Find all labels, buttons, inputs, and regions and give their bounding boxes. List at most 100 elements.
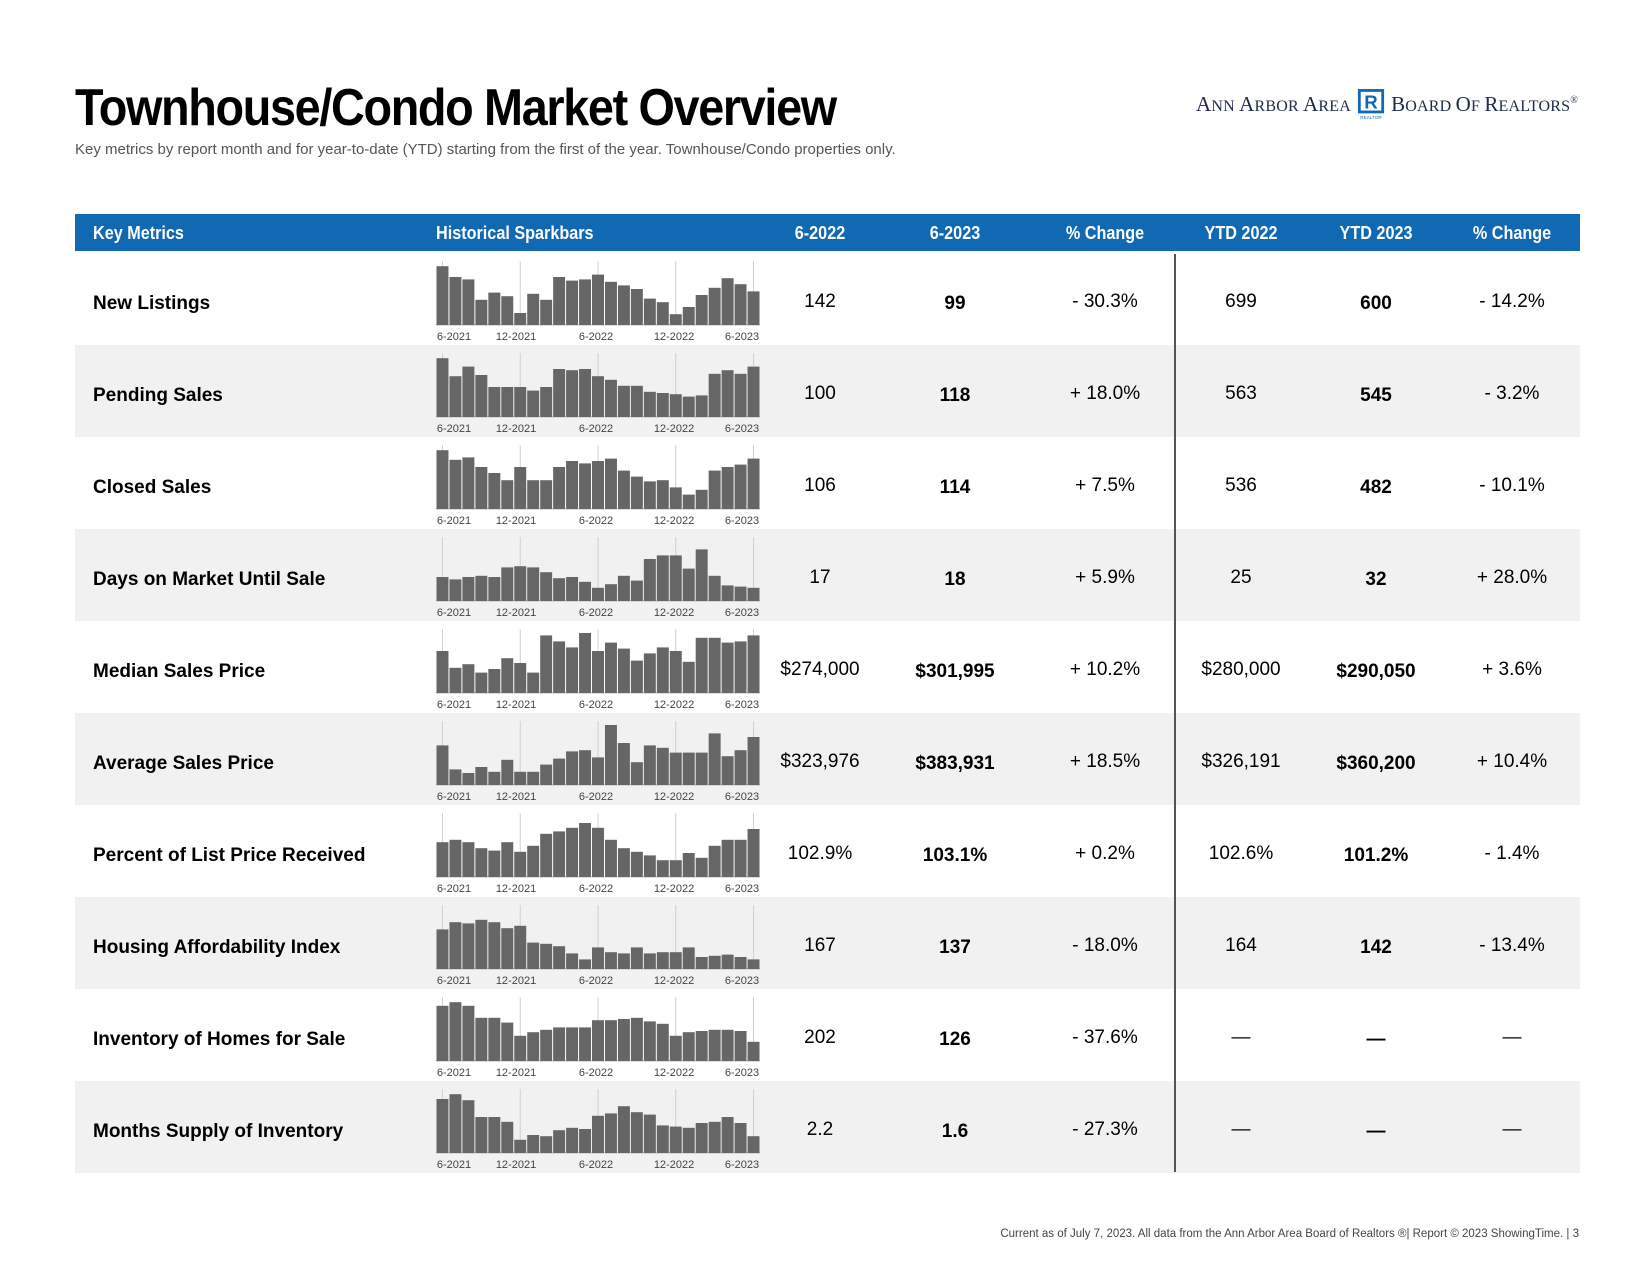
sparkbar-bar	[579, 959, 592, 969]
sparkbar-bar	[747, 458, 760, 509]
sparkbar-bar	[747, 1136, 760, 1153]
sparkbar-axis-label: 6-2022	[579, 1159, 613, 1171]
logo-text-right: BOARD OF REALTORS®	[1391, 91, 1578, 116]
sparkbar-bar	[747, 829, 760, 877]
sparkbar-axis-label: 12-2022	[654, 791, 694, 803]
sparkbar-bar	[708, 373, 721, 417]
value-ytd-2022: —	[1231, 1027, 1251, 1048]
sparkbar-bar	[669, 952, 682, 969]
sparkbar-bar	[553, 1027, 566, 1061]
sparkbar-bar	[643, 481, 656, 509]
sparkbar-chart: 6-2021 12-2021 6-2022 12-2022 6-2023	[436, 813, 760, 895]
sparkbar-bar	[656, 480, 669, 509]
value-6-2023: 99	[944, 293, 966, 314]
sparkbar-bar	[553, 641, 566, 693]
sparkbar-bar	[540, 1136, 553, 1153]
sparkbar-bar	[462, 842, 475, 877]
sparkbar-bar	[527, 942, 540, 969]
value-change-ytd: —	[1502, 1027, 1522, 1048]
sparkbar-chart: 6-2021 12-2021 6-2022 12-2022 6-2023	[436, 445, 760, 527]
sparkbar-bar	[488, 771, 501, 785]
sparkbar-bar	[475, 848, 488, 877]
sparkbar-bar	[734, 1123, 747, 1153]
sparkbar-bar	[617, 743, 630, 785]
sparkbar-bar	[695, 1031, 708, 1061]
table-row: Closed Sales 6-2021 12-2021 6-2022 12-2022 6-…	[75, 437, 1580, 529]
value-6-2023: $383,931	[915, 753, 995, 774]
sparkbar-bar	[436, 577, 449, 601]
sparkbar-bar	[734, 586, 747, 601]
sparkbar-axis-label: 12-2022	[654, 1067, 694, 1079]
sparkbar-bar	[734, 641, 747, 693]
sparkbar-bar	[449, 769, 462, 785]
footer-note: Current as of July 7, 2023. All data fro…	[1000, 1228, 1579, 1240]
sparkbar-bar	[449, 922, 462, 969]
sparkbar-bar	[643, 653, 656, 693]
sparkbar-bar	[630, 385, 643, 417]
sparkbar-bar	[682, 396, 695, 417]
value-change-ytd: - 10.1%	[1479, 475, 1545, 496]
sparkbar-bar	[734, 839, 747, 877]
sparkbar-chart: 6-2021 12-2021 6-2022 12-2022 6-2023	[436, 1089, 760, 1171]
sparkbar-bar	[514, 1035, 527, 1061]
sparkbar-bar	[436, 1005, 449, 1061]
sparkbar-axis-label: 12-2022	[654, 331, 694, 343]
page-subtitle: Key metrics by report month and for year…	[75, 141, 896, 158]
value-6-2023: 126	[939, 1029, 971, 1050]
sparkbar-bar	[630, 660, 643, 693]
sparkbar-bar	[566, 280, 579, 325]
sparkbar-bar	[592, 461, 604, 509]
header-period-2: 6-2023	[929, 223, 981, 243]
sparkbar-bar	[669, 1126, 682, 1153]
sparkbar-bar	[462, 279, 475, 325]
sparkbar-bar	[488, 292, 501, 325]
sparkbar-bar	[695, 1123, 708, 1153]
sparkbar-axis-label: 6-2023	[725, 883, 759, 895]
metric-label: New Listings	[93, 293, 211, 314]
sparkbar-bar	[695, 395, 708, 417]
sparkbar-bar	[501, 842, 514, 877]
sparkbar-axis-label: 6-2022	[579, 1067, 613, 1079]
sparkbar-chart: 6-2021 12-2021 6-2022 12-2022 6-2023	[436, 537, 760, 619]
sparkbar-axis-label: 6-2022	[579, 331, 613, 343]
sparkbar-bar	[527, 567, 540, 601]
sparkbar-bar	[462, 664, 475, 693]
sparkbar-bar	[708, 287, 721, 325]
sparkbar-bar	[604, 952, 617, 969]
sparkbar-bar	[501, 387, 514, 417]
sparkbar-axis-label: 12-2021	[496, 975, 536, 987]
sparkbar-bar	[566, 647, 579, 693]
sparkbar-bar	[656, 952, 669, 969]
value-6-2022: $323,976	[780, 751, 860, 772]
sparkbar-bar	[734, 957, 747, 969]
sparkbar-bar	[708, 955, 721, 969]
sparkbar-bar	[488, 473, 501, 509]
value-ytd-2022: 25	[1230, 567, 1252, 588]
sparkbar-bar	[488, 1017, 501, 1061]
header-period-1: 6-2022	[794, 223, 846, 243]
sparkbar-axis-label: 6-2021	[437, 1159, 471, 1171]
sparkbar-bar	[540, 943, 553, 969]
column-divider	[1174, 254, 1176, 1172]
sparkbar-bar	[514, 771, 527, 785]
sparkbar-bar	[682, 307, 695, 325]
sparkbar-bar	[682, 752, 695, 785]
sparkbar-bar	[579, 1129, 592, 1153]
table-row: Average Sales Price 6-2021 12-2021 6-2022 12…	[75, 713, 1580, 805]
sparkbar-bar	[656, 860, 669, 877]
sparkbar-axis-label: 6-2023	[725, 423, 759, 435]
sparkbar-bar	[708, 1121, 721, 1153]
metric-label: Closed Sales	[93, 477, 212, 498]
sparkbar-bar	[643, 855, 656, 877]
header-change-1: % Change	[1065, 223, 1145, 243]
value-change-month: + 5.9%	[1075, 567, 1135, 588]
sparkbar-bar	[514, 467, 527, 509]
value-change-month: - 18.0%	[1072, 935, 1138, 956]
sparkbar-bar	[449, 1002, 462, 1061]
sparkbar-axis-label: 6-2021	[437, 699, 471, 711]
sparkbar-bar	[488, 850, 501, 877]
sparkbar-bar	[514, 925, 527, 969]
sparkbar-bar	[617, 848, 630, 877]
sparkbar-bar	[695, 957, 708, 969]
sparkbar-bar	[475, 575, 488, 601]
